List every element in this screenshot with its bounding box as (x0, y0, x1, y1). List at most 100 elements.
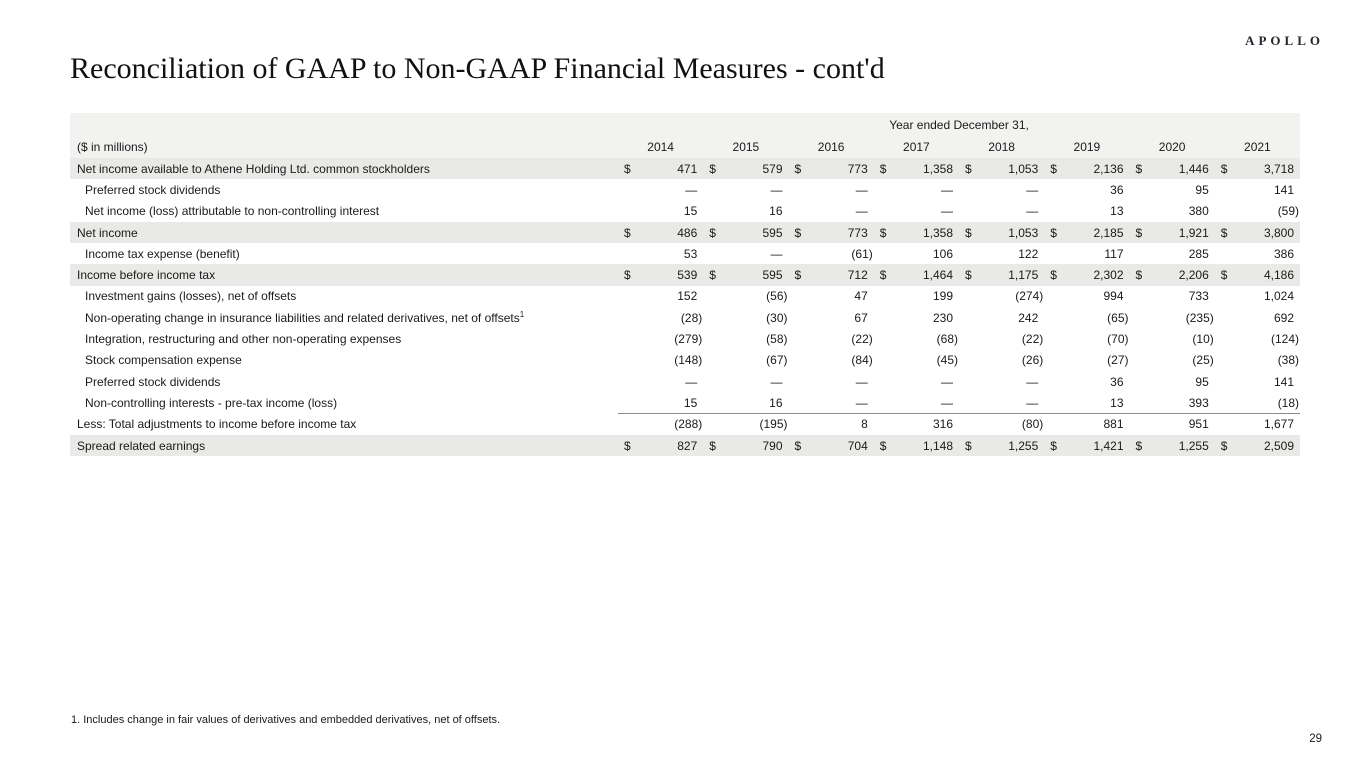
value-cell-2021: 141 (1215, 371, 1300, 392)
page-title: Reconciliation of GAAP to Non-GAAP Finan… (70, 52, 885, 85)
currency-symbol: $ (624, 161, 631, 176)
row-label: Non-operating change in insurance liabil… (85, 309, 525, 325)
value-cell-2015: (58) (703, 328, 788, 349)
value-cell-2017: $1,358 (874, 222, 959, 243)
cell-value: 773 (847, 225, 868, 240)
currency-symbol: $ (794, 225, 802, 240)
currency-symbol: $ (879, 268, 887, 283)
value-cell-2015: — (703, 371, 788, 392)
year-header-2019: 2019 (1073, 140, 1101, 154)
cell-value: (26) (1021, 353, 1044, 368)
currency-symbol: $ (624, 268, 631, 283)
currency-symbol: $ (1220, 161, 1228, 176)
value-cell-2018: $1,053 (959, 222, 1044, 243)
currency-symbol: $ (709, 161, 716, 176)
cell-value: (235) (1185, 310, 1214, 325)
apollo-logo: APOLLO (1245, 33, 1324, 48)
currency-symbol: $ (709, 225, 716, 240)
cell-value: 539 (677, 268, 698, 283)
currency-symbol: $ (1050, 225, 1057, 240)
cell-value: 95 (1195, 374, 1209, 389)
value-cell-2020: 380 (1130, 201, 1215, 222)
row-label: Net income (loss) attributable to non-co… (85, 204, 380, 219)
value-cell-2019: (70) (1044, 328, 1129, 349)
cell-value: — (1026, 374, 1039, 389)
cell-value: 1,053 (1008, 225, 1039, 240)
value-cell-2015: — (703, 243, 788, 264)
value-cell-2017: — (874, 201, 959, 222)
cell-value: 1,024 (1264, 289, 1295, 304)
cell-value: 242 (1018, 310, 1039, 325)
currency-symbol: $ (709, 268, 716, 283)
cell-value: (22) (851, 332, 873, 347)
cell-value: (25) (1192, 353, 1214, 368)
value-cell-2016: 8 (789, 414, 874, 435)
year-header-2021: 2021 (1244, 140, 1271, 154)
value-cell-2017: $1,358 (874, 158, 959, 179)
value-cell-2016: — (789, 371, 874, 392)
cell-value: (124) (1271, 332, 1300, 347)
value-cell-2016: (84) (789, 350, 874, 371)
value-cell-2015: $595 (703, 264, 788, 285)
value-cell-2014: (279) (618, 328, 703, 349)
value-cell-2018: (26) (959, 350, 1044, 371)
value-cell-2016: (22) (789, 328, 874, 349)
cell-value: 486 (677, 225, 698, 240)
cell-value: 15 (683, 395, 698, 410)
cell-value: — (770, 374, 783, 389)
currency-symbol: $ (965, 268, 972, 283)
cell-value: — (770, 182, 783, 197)
table-row: Investment gains (losses), net of offset… (70, 285, 1301, 308)
cell-value: (65) (1107, 310, 1129, 325)
value-cell-2016: $773 (789, 222, 874, 243)
value-cell-2018: 242 (959, 307, 1044, 328)
value-cell-2016: 67 (789, 307, 874, 328)
value-cell-2018: $1,175 (959, 264, 1044, 285)
cell-value: 106 (932, 246, 953, 261)
table-row: Preferred stock dividends — — — — — 36 95 141 (70, 179, 1301, 201)
table-row: Less: Total adjustments to income before… (70, 413, 1301, 435)
currency-symbol: $ (624, 438, 631, 453)
value-cell-2015: (195) (703, 414, 788, 435)
row-label: Net income available to Athene Holding L… (77, 161, 430, 176)
cell-value: 152 (677, 289, 698, 304)
cell-value: 790 (762, 438, 783, 453)
value-cell-2021: (38) (1215, 350, 1300, 371)
row-label: Preferred stock dividends (85, 374, 221, 389)
cell-value: 3,800 (1264, 225, 1295, 240)
table-row: Stock compensation expense (148) (67) (84) (… (70, 349, 1301, 371)
row-label: Less: Total adjustments to income before… (77, 417, 357, 432)
value-cell-2015: $790 (703, 435, 788, 456)
cell-value: 13 (1110, 395, 1124, 410)
value-cell-2018: — (959, 371, 1044, 392)
cell-value: 15 (683, 204, 698, 219)
table-row: Integration, restructuring and other non… (70, 328, 1301, 350)
cell-value: — (685, 374, 698, 389)
value-cell-2019: (65) (1044, 307, 1129, 328)
value-cell-2021: $2,509 (1215, 435, 1300, 456)
currency-symbol: $ (965, 225, 972, 240)
cell-value: 733 (1188, 289, 1209, 304)
cell-value: 16 (769, 395, 783, 410)
cell-value: (67) (766, 353, 788, 368)
year-header-2018: 2018 (988, 140, 1015, 154)
value-cell-2017: 199 (874, 286, 959, 307)
value-cell-2015: $579 (703, 158, 788, 179)
currency-symbol: $ (879, 161, 887, 176)
cell-value: — (1026, 204, 1039, 219)
table-row: Income before income tax $539 $595 $712 $1,4… (70, 264, 1301, 286)
value-cell-2016: — (788, 392, 874, 415)
value-cell-2018: — (959, 179, 1044, 200)
cell-value: 199 (932, 289, 953, 304)
value-cell-2016: — (789, 201, 874, 222)
row-label: Investment gains (losses), net of offset… (85, 289, 297, 304)
value-cell-2015: 16 (703, 201, 788, 222)
value-cell-2021: 692 (1215, 307, 1300, 328)
value-cell-2021: (124) (1215, 328, 1300, 349)
value-cell-2019: 117 (1044, 243, 1129, 264)
value-cell-2020: 393 (1129, 392, 1215, 415)
value-cell-2014: $827 (618, 435, 703, 456)
value-cell-2014: $486 (618, 222, 703, 243)
cell-value: (70) (1107, 332, 1129, 347)
